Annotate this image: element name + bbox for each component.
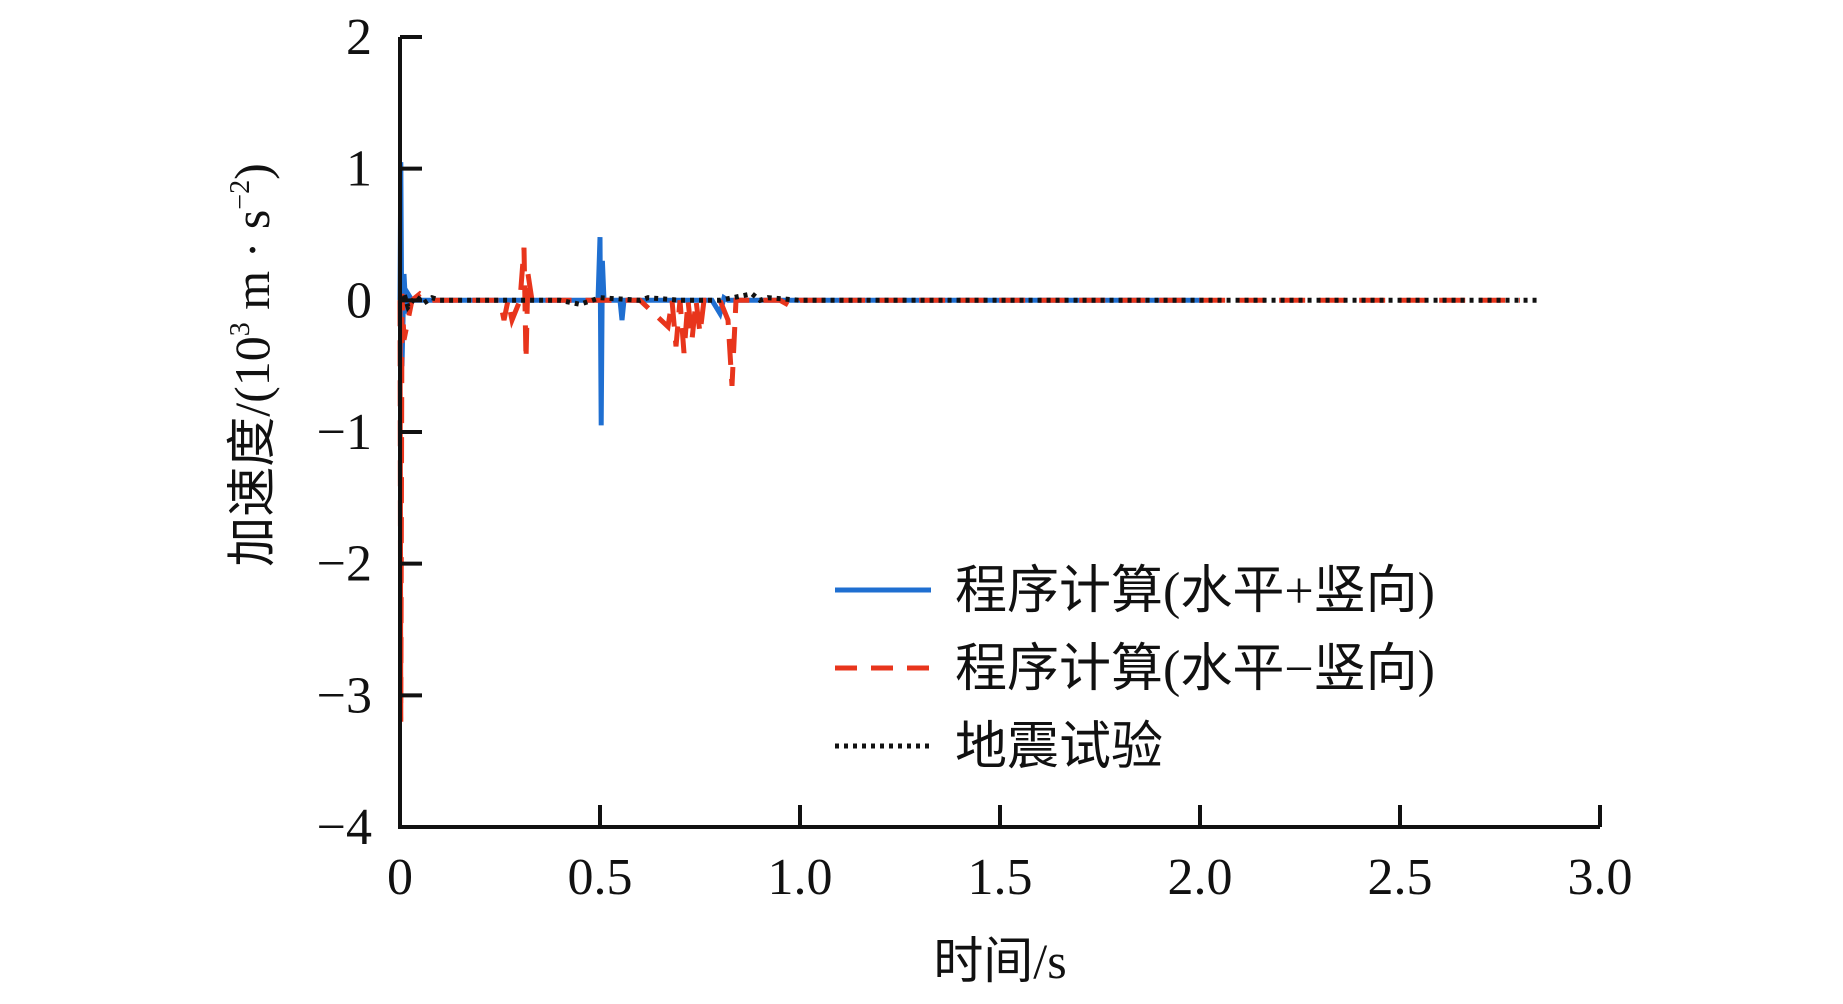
y-axis-label: 加速度/(103 m · s−2) — [224, 163, 280, 567]
legend-label-2: 程序计算(水平−竖向) — [955, 641, 1435, 698]
legend-label-3: 地震试验 — [955, 719, 1163, 776]
y-axis-label-exp1: 3 — [225, 322, 256, 336]
x-tick-label: 2.5 — [1368, 849, 1433, 906]
series-line-3 — [397, 287, 1540, 313]
series-line-1 — [397, 162, 1200, 426]
x-tick-label: 3.0 — [1568, 849, 1633, 906]
legend: 程序计算(水平+竖向) 程序计算(水平−竖向) 地震试验 — [835, 563, 1435, 776]
y-axis-label-prefix: 加速度/(10 — [224, 336, 280, 567]
x-tick-label: 1.5 — [968, 849, 1033, 906]
x-tick-label: 0.5 — [568, 849, 633, 906]
y-tick-label: 1 — [346, 141, 372, 198]
y-axis-label-suffix: ) — [224, 163, 280, 180]
x-axis-label: 时间/s — [933, 933, 1066, 989]
y-tick-label: 2 — [346, 9, 372, 66]
legend-label-1: 程序计算(水平+竖向) — [955, 563, 1435, 620]
y-axis-label-exp2: −2 — [225, 180, 256, 210]
y-tick-label: −4 — [317, 799, 372, 856]
plot-series-layer — [397, 162, 1540, 722]
x-tick-label: 2.0 — [1168, 849, 1233, 906]
y-tick-label: −3 — [317, 667, 372, 724]
axes-layer — [398, 37, 1600, 829]
x-tick-label: 0 — [387, 849, 413, 906]
y-tick-label: 0 — [346, 272, 372, 329]
y-axis-label-mid: m · s — [224, 210, 280, 323]
ticks-layer: 2 1 0 −1 −2 −3 −4 0 0.5 1.0 1.5 2.0 2.5 3.0 — [317, 9, 1633, 906]
x-tick-label: 1.0 — [768, 849, 833, 906]
y-tick-label: −1 — [317, 404, 372, 461]
y-tick-label: −2 — [317, 536, 372, 593]
svg-text:加速度/(103 m · s−2): 加速度/(103 m · s−2) — [224, 163, 280, 567]
